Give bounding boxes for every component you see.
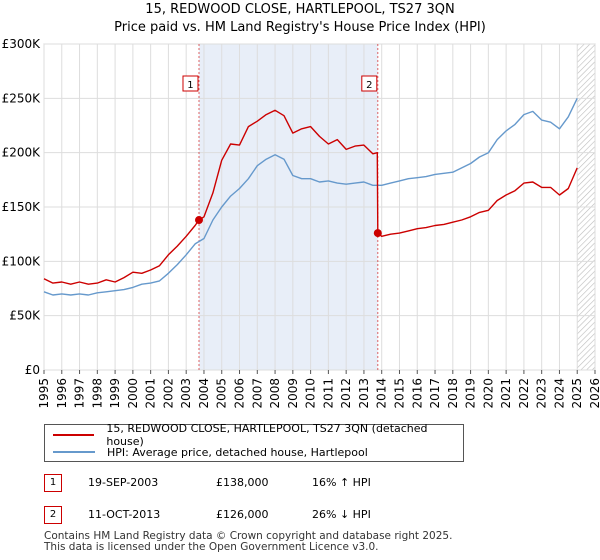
x-tick-label: 2010 [304,378,318,409]
price-chart: £0 £50K £100K £150K £200K £250K £300K 1995 1996 1… [2,37,600,409]
transaction-number: 1 [44,474,62,492]
chart-subtitle: Price paid vs. HM Land Registry's House … [114,20,486,35]
x-tick-label: 2013 [357,378,371,409]
x-tick-label: 2000 [126,378,140,409]
x-tick-label: 2021 [499,378,513,409]
y-tick-label: £100K [2,254,42,268]
y-tick-label: £200K [2,146,42,160]
x-tick-label: 2024 [552,378,566,409]
x-tick-label: 2003 [179,378,193,409]
x-tick-label: 2026 [588,378,600,409]
y-tick-label: £0 [25,363,40,377]
transaction-hpi-change: 26% ↓ HPI [312,508,371,521]
legend-label-hpi: HPI: Average price, detached house, Hart… [107,445,368,459]
x-tick-label: 2017 [428,378,442,409]
y-tick-label: £250K [2,91,42,105]
x-tick-label: 2002 [161,378,175,409]
legend-label-property: 15, REDWOOD CLOSE, HARTLEPOOL, TS27 3QN … [106,422,428,448]
legend: 15, REDWOOD CLOSE, HARTLEPOOL, TS27 3QN … [44,422,464,462]
transaction-price: £126,000 [216,508,269,521]
legend-item-property: 15, REDWOOD CLOSE, HARTLEPOOL, TS27 3QN … [53,422,463,448]
x-tick-label: 2007 [250,378,264,409]
x-tick-label: 2008 [268,378,282,409]
sale-point [194,216,203,225]
x-tick-label: 1996 [55,378,69,409]
x-tick-label: 2016 [410,378,424,409]
x-tick-label: 2005 [215,378,229,409]
x-tick-label: 2018 [446,378,460,409]
x-tick-label: 2006 [233,378,247,409]
legend-swatch-hpi [53,451,95,453]
series-line-property [43,109,578,285]
x-tick-label: 2023 [535,378,549,409]
transaction-number: 2 [44,506,62,524]
footer-copyright: Contains HM Land Registry data © Crown c… [44,530,453,542]
x-tick-label: 1998 [90,378,104,409]
x-tick-label: 2025 [570,378,584,409]
footer: Contains HM Land Registry data © Crown c… [44,531,452,553]
sale-label: 1 [187,80,193,91]
x-tick-label: 2020 [481,378,495,409]
x-tick-label: 2014 [375,378,389,409]
transaction-date: 11-OCT-2013 [88,508,161,521]
transaction-price: £138,000 [216,476,269,489]
legend-swatch-property [53,434,95,436]
x-tick-label: 2015 [392,378,406,409]
x-tick-label: 1999 [108,378,122,409]
sale-point [373,229,382,238]
x-tick-label: 2004 [197,378,211,409]
sale-label: 2 [366,80,372,91]
x-tick-label: 2001 [144,378,158,409]
transaction-date: 19-SEP-2003 [88,476,159,489]
x-tick-label: 1997 [73,378,87,409]
x-tick-label: 2011 [321,378,335,409]
legend-item-hpi: HPI: Average price, detached house, Hart… [53,444,368,460]
y-tick-label: £300K [2,37,42,51]
x-tick-label: 1995 [37,378,51,409]
y-tick-label: £150K [2,200,42,214]
x-tick-label: 2022 [517,378,531,409]
sale-label-box [182,75,199,92]
chart-title: 15, REDWOOD CLOSE, HARTLEPOOL, TS27 3QN [145,2,455,17]
series-line-hpi [43,97,578,296]
y-tick-label: £50K [9,309,41,323]
x-tick-label: 2009 [286,378,300,409]
sale-label-box [361,75,378,92]
transaction-hpi-change: 16% ↑ HPI [312,476,371,489]
footer-license: This data is licensed under the Open Gov… [44,541,379,553]
x-tick-label: 2019 [464,378,478,409]
x-tick-label: 2012 [339,378,353,409]
